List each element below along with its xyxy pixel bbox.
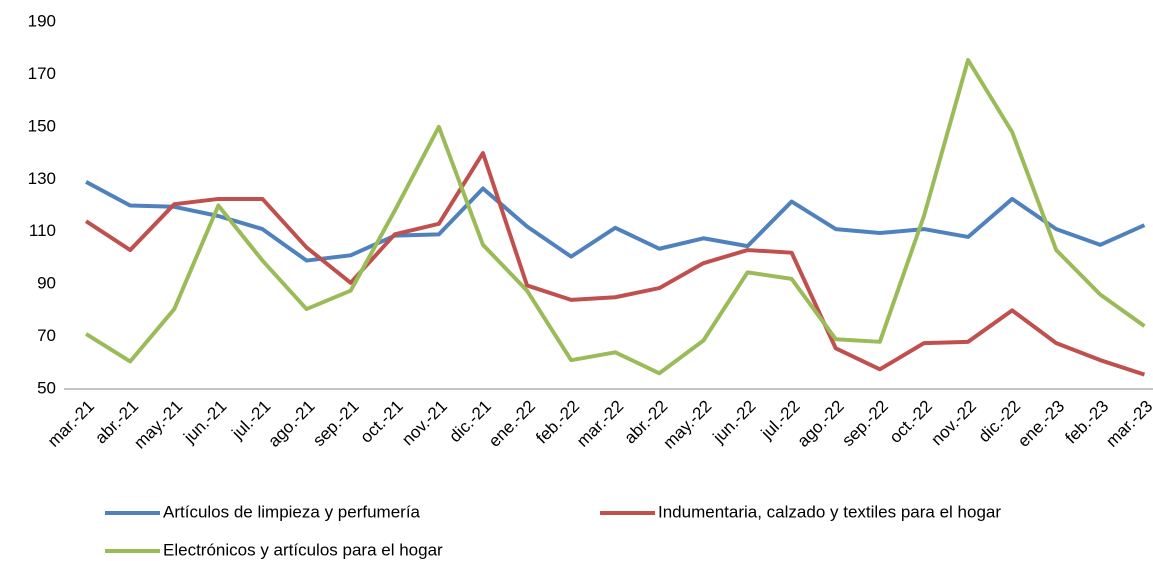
y-tick-label: 110 [29,221,56,240]
x-tick-label: ene.-22 [485,397,539,451]
y-tick-label: 150 [28,116,56,135]
x-tick-label: jun.-22 [709,397,760,448]
x-tick-label: oct.-21 [357,397,407,447]
x-tick-label: mar.-23 [1102,397,1153,451]
x-tick-label: ago.-21 [264,397,318,451]
x-tick-label: sep.-21 [309,397,363,451]
y-tick-label: 70 [37,326,56,345]
series-line [84,151,1146,377]
y-tick-label: 130 [28,169,56,188]
legend-label: Electrónicos y artículos para el hogar [163,540,443,559]
y-tick-label: 190 [28,11,56,30]
series-line [85,180,1146,263]
legend-label: Artículos de limpieza y perfumería [163,502,421,521]
x-tick-label: mar.-21 [44,397,98,451]
legend-label: Indumentaria, calzado y textiles para el… [658,502,1001,521]
x-tick-label: nov.-21 [398,397,451,450]
y-tick-label: 50 [37,378,56,397]
x-tick-label: oct.-22 [886,397,936,447]
y-tick-label: 170 [28,64,56,83]
x-tick-label: ene.-23 [1014,397,1068,451]
x-tick-label: jun.-21 [179,397,230,448]
y-tick-label: 90 [37,274,56,293]
x-tick-label: ago.-22 [794,397,848,451]
x-tick-label: may.-21 [130,397,186,453]
series-line [84,58,1146,376]
x-tick-label: sep.-22 [838,397,892,451]
x-tick-label: mar.-22 [573,397,627,451]
x-tick-label: may.-22 [659,397,715,453]
x-tick-label: nov.-22 [927,397,980,450]
